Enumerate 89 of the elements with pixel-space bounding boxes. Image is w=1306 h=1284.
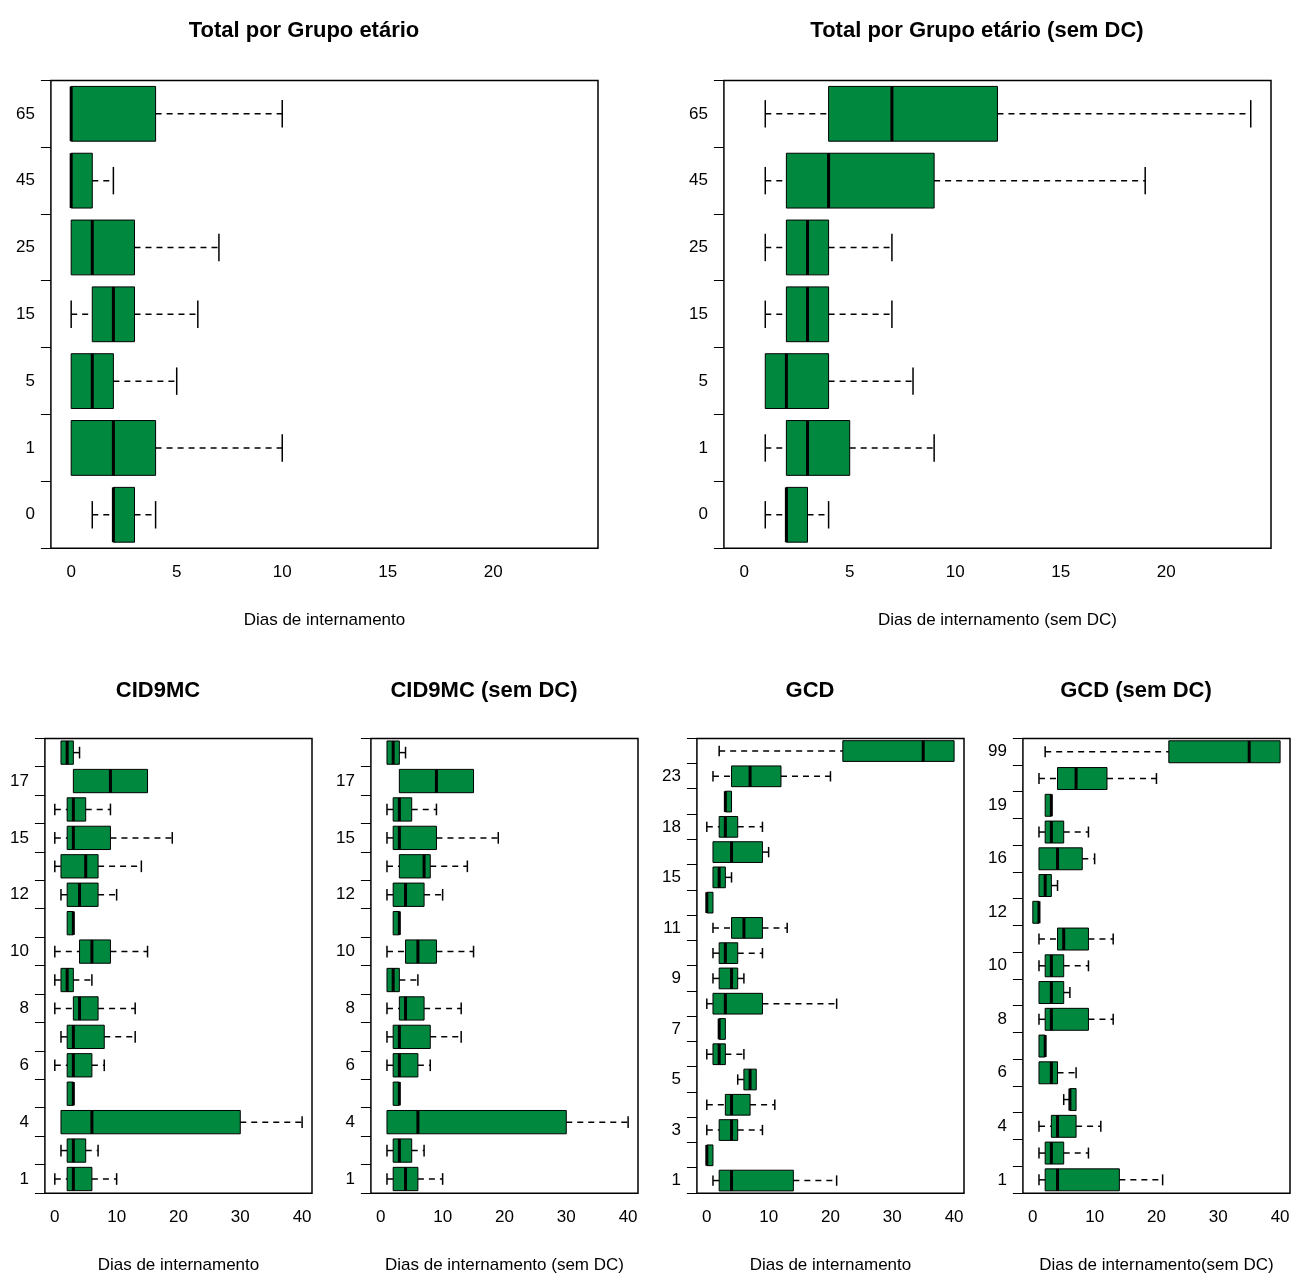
y-tick-label: 5 [25, 370, 35, 390]
y-tick-label: 8 [997, 1008, 1007, 1028]
y-tick-label: 15 [9, 827, 29, 847]
y-tick-label: 99 [987, 741, 1007, 761]
y-tick-label: 10 [987, 955, 1007, 975]
y-tick-label: 65 [15, 103, 35, 123]
x-tick-label: 20 [494, 1207, 514, 1227]
x-tick-label: 40 [292, 1207, 312, 1227]
x-axis-title: Dias de internamento (sem DC) [877, 610, 1117, 630]
x-tick-label: 20 [483, 562, 503, 582]
chart-title: Total por Grupo etário [188, 17, 420, 43]
y-tick-label: 6 [997, 1062, 1007, 1082]
y-tick-label: 8 [345, 998, 355, 1018]
x-tick-label: 0 [1028, 1207, 1038, 1227]
y-tick-label: 25 [688, 237, 708, 257]
x-tick-label: 15 [378, 562, 398, 582]
x-tick-label: 5 [171, 562, 182, 582]
y-tick-label: 17 [9, 770, 29, 790]
y-tick-label: 1 [345, 1168, 355, 1188]
y-tick-label: 1 [25, 437, 35, 457]
y-tick-label: 11 [663, 917, 681, 937]
y-tick-label: 9 [671, 968, 681, 988]
y-tick-label: 12 [335, 884, 355, 904]
y-tick-label: 18 [661, 816, 681, 836]
x-tick-label: 15 [1051, 562, 1071, 582]
y-tick-label: 0 [25, 504, 35, 524]
x-tick-label: 0 [50, 1207, 60, 1227]
y-tick-label: 15 [688, 303, 708, 323]
x-tick-label: 30 [230, 1207, 250, 1227]
y-tick-label: 3 [671, 1119, 681, 1139]
chart-title: GCD [785, 677, 835, 703]
x-tick-label: 30 [556, 1207, 576, 1227]
y-tick-label: 1 [19, 1168, 29, 1188]
x-tick-label: 30 [882, 1207, 902, 1227]
x-tick-label: 10 [433, 1207, 453, 1227]
y-tick-label: 6 [19, 1054, 29, 1074]
y-tick-label: 25 [15, 237, 35, 257]
y-tick-label: 4 [345, 1111, 355, 1131]
y-tick-label: 10 [335, 941, 355, 961]
y-tick-label: 23 [661, 765, 681, 785]
y-tick-label: 4 [997, 1116, 1007, 1136]
y-tick-label: 5 [671, 1069, 681, 1089]
x-axis-title: Dias de internamento [97, 1255, 260, 1275]
y-tick-label: 65 [688, 103, 708, 123]
x-tick-label: 20 [820, 1207, 840, 1227]
x-tick-label: 20 [1156, 562, 1176, 582]
x-axis-title: Dias de internamento [243, 610, 406, 630]
x-tick-label: 30 [1208, 1207, 1228, 1227]
x-tick-label: 40 [944, 1207, 964, 1227]
x-tick-label: 10 [1085, 1207, 1105, 1227]
y-tick-label: 4 [19, 1111, 29, 1131]
x-axis-title: Dias de internamento (sem DC) [384, 1255, 624, 1275]
y-tick-label: 16 [987, 848, 1007, 868]
y-tick-label: 15 [661, 867, 681, 887]
y-tick-label: 12 [987, 901, 1007, 921]
y-tick-label: 1 [671, 1170, 681, 1190]
chart-title: CID9MC (sem DC) [390, 677, 578, 703]
x-tick-label: 10 [272, 562, 292, 582]
x-tick-label: 40 [1270, 1207, 1290, 1227]
y-tick-label: 0 [698, 504, 708, 524]
x-tick-label: 10 [945, 562, 965, 582]
chart-title: GCD (sem DC) [1060, 677, 1212, 703]
y-tick-label: 10 [9, 941, 29, 961]
x-tick-label: 0 [376, 1207, 386, 1227]
y-tick-label: 6 [345, 1054, 355, 1074]
x-tick-label: 40 [618, 1207, 638, 1227]
y-tick-label: 15 [15, 303, 35, 323]
chart-title: Total por Grupo etário (sem DC) [810, 17, 1144, 43]
chart-title: CID9MC [115, 677, 201, 703]
x-axis-title: Dias de internamento [749, 1255, 912, 1275]
y-tick-label: 45 [688, 170, 708, 190]
x-tick-label: 0 [739, 562, 749, 582]
x-tick-label: 20 [168, 1207, 188, 1227]
y-tick-label: 19 [987, 794, 1007, 814]
y-tick-label: 12 [9, 884, 29, 904]
x-tick-label: 0 [66, 562, 76, 582]
y-tick-label: 7 [671, 1018, 681, 1038]
y-tick-label: 45 [15, 170, 35, 190]
y-tick-label: 1 [698, 437, 708, 457]
x-tick-label: 20 [1146, 1207, 1166, 1227]
x-axis-title: Dias de internamento(sem DC) [1039, 1255, 1274, 1275]
y-tick-label: 17 [335, 770, 355, 790]
x-tick-label: 5 [844, 562, 855, 582]
x-tick-label: 10 [759, 1207, 779, 1227]
y-tick-label: 15 [335, 827, 355, 847]
x-tick-label: 10 [107, 1207, 127, 1227]
y-tick-label: 8 [19, 998, 29, 1018]
y-tick-label: 1 [997, 1169, 1007, 1189]
y-tick-label: 5 [698, 370, 708, 390]
